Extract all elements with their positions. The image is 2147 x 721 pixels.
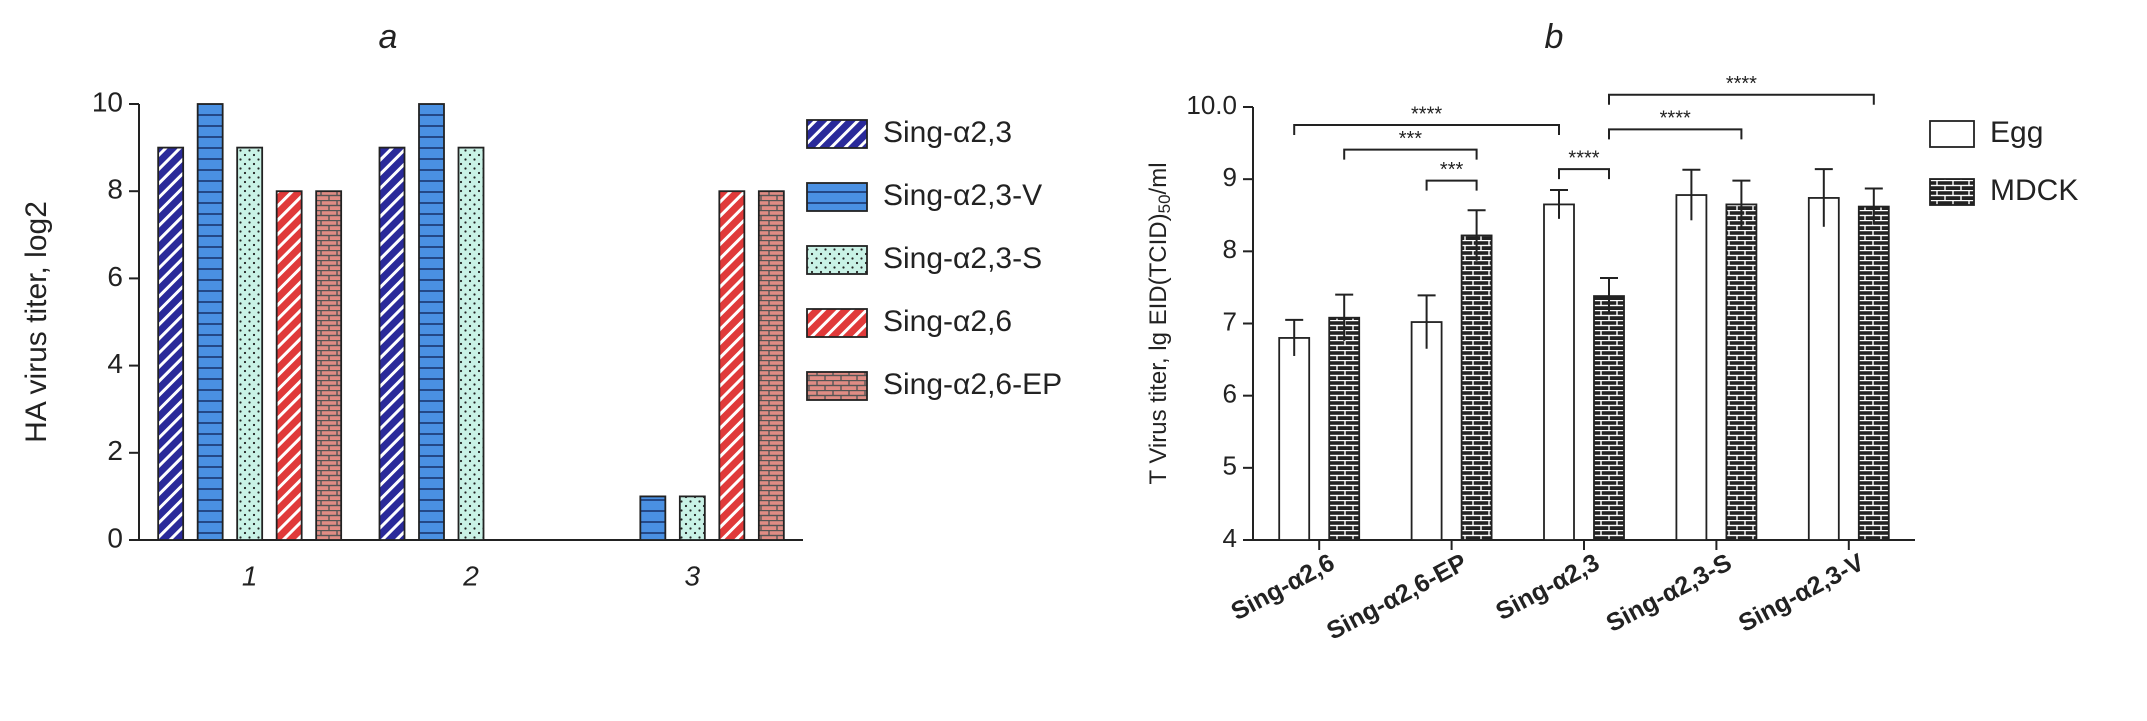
x-tick-label: Sing-α2,3-V	[1734, 548, 1869, 637]
y-tick-label: 10	[92, 86, 123, 117]
significance-bracket	[1293, 124, 1560, 136]
bar	[757, 190, 785, 541]
significance-bracket	[1343, 148, 1478, 160]
chart-title: b	[1545, 18, 1564, 56]
x-tick-label: 1	[242, 560, 258, 591]
chart-title: a	[379, 18, 398, 56]
bar	[639, 495, 667, 541]
bar	[1543, 203, 1575, 541]
bar	[418, 103, 445, 541]
y-tick-label: 4	[107, 348, 123, 379]
bar	[315, 190, 343, 541]
y-axis-label-sub: 50	[1155, 194, 1174, 213]
significance-label: ****	[1726, 73, 1757, 95]
legend-swatch	[806, 119, 868, 149]
significance-label: ***	[1440, 159, 1464, 181]
y-tick-label: 9	[1223, 162, 1237, 192]
bar	[196, 103, 224, 541]
x-tick-label: Sing-α2,3	[1491, 548, 1604, 626]
significance-bracket	[1608, 93, 1875, 105]
bar	[275, 190, 303, 541]
bar	[157, 146, 185, 541]
bar	[1593, 295, 1625, 541]
bar	[1410, 321, 1443, 541]
y-tick-label: 0	[107, 522, 123, 553]
legend-label: Sing-α2,6	[883, 305, 1012, 338]
bar	[718, 190, 746, 541]
x-tick-label: 3	[685, 560, 701, 591]
y-tick-label: 8	[1223, 234, 1237, 264]
y-axis-label-text: HA virus titer, log2	[20, 201, 53, 443]
significance-label: ****	[1568, 147, 1599, 169]
y-axis-label-end: /ml	[1145, 162, 1172, 194]
y-tick-label: 8	[107, 174, 123, 205]
y-axis-label: HA virus titer, log2	[20, 201, 53, 443]
y-tick-label: 4	[1223, 523, 1237, 553]
bar	[457, 146, 485, 541]
legend-swatch	[806, 308, 868, 338]
legend-label: Sing-α2,6-EP	[883, 368, 1062, 401]
bar	[1807, 197, 1840, 541]
bar	[1278, 337, 1311, 541]
significance-label: ****	[1411, 103, 1442, 125]
y-tick-label: 2	[107, 435, 123, 466]
legend-label: Sing-α2,3	[883, 116, 1012, 149]
bar	[1328, 316, 1361, 541]
significance-bracket	[1558, 168, 1610, 180]
legend-swatch	[1929, 120, 1975, 148]
y-axis-label: T Virus titer, lg EID(TCID)50/ml	[1145, 162, 1174, 484]
legend-swatch	[1929, 178, 1975, 206]
x-tick-label: Sing-α2,6-EP	[1322, 548, 1471, 645]
bar	[1857, 205, 1890, 541]
bar	[1725, 203, 1758, 541]
legend-label: Egg	[1990, 116, 2043, 149]
significance-bracket	[1425, 179, 1478, 191]
bar	[1460, 234, 1493, 541]
y-tick-label: 6	[1223, 379, 1237, 409]
y-axis-label-text: T Virus titer, lg EID(TCID)	[1145, 213, 1172, 484]
x-tick-label: Sing-α2,6	[1227, 548, 1340, 626]
significance-label: ***	[1399, 128, 1423, 150]
y-tick-label: 10.0	[1186, 90, 1237, 120]
legend-swatch	[806, 371, 868, 401]
bar	[1675, 194, 1708, 541]
bar	[678, 495, 706, 541]
bar	[378, 146, 406, 541]
legend-label: Sing-α2,3-V	[883, 179, 1042, 212]
legend-swatch	[806, 182, 868, 212]
significance-bracket	[1608, 128, 1743, 140]
x-tick-label: Sing-α2,3-S	[1602, 548, 1737, 637]
legend-swatch	[806, 245, 868, 275]
significance-label: ****	[1660, 108, 1691, 130]
y-tick-label: 7	[1223, 306, 1237, 336]
bar	[236, 146, 264, 541]
x-tick-label: 2	[462, 560, 479, 591]
y-tick-label: 6	[107, 261, 123, 292]
legend-label: Sing-α2,3-S	[883, 242, 1042, 275]
y-tick-label: 5	[1223, 451, 1237, 481]
legend-label: MDCK	[1990, 174, 2078, 207]
